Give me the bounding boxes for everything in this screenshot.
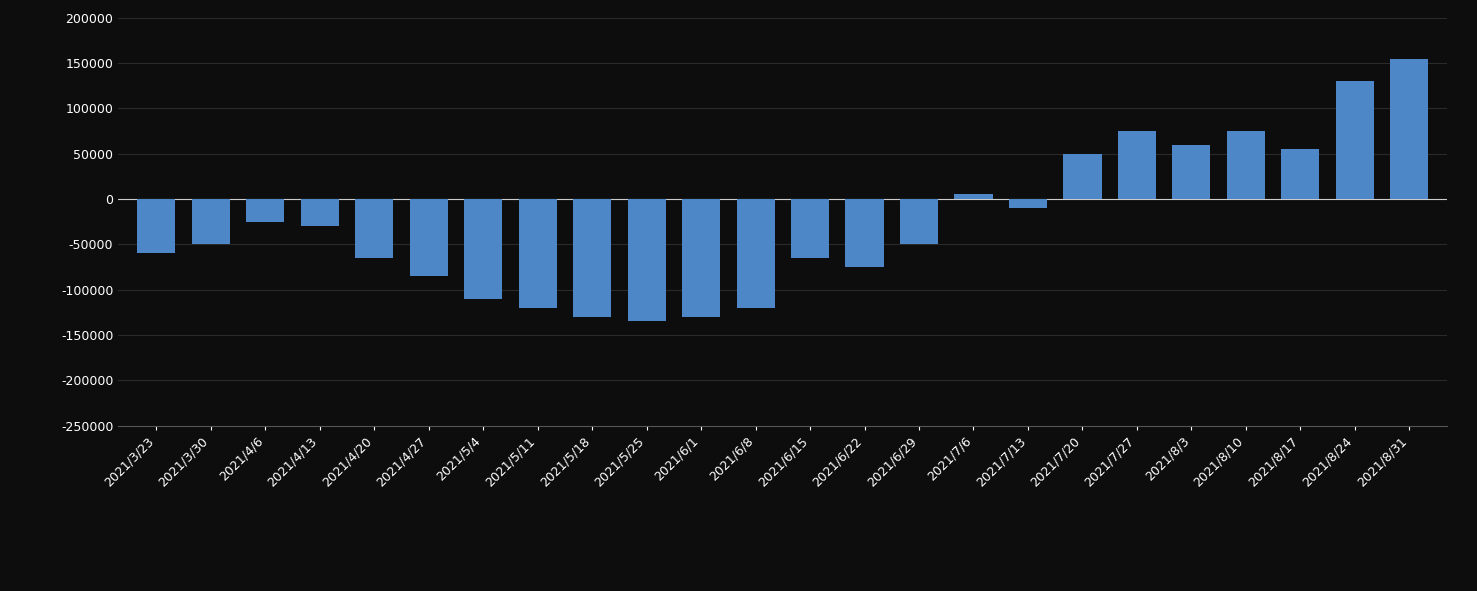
Bar: [1390, 59, 1428, 199]
Bar: [301, 199, 338, 226]
Bar: [899, 199, 938, 244]
Bar: [409, 199, 448, 276]
Bar: [137, 199, 176, 254]
Bar: [1335, 81, 1374, 199]
Bar: [518, 199, 557, 308]
Bar: [1118, 131, 1156, 199]
Bar: [628, 199, 666, 322]
Bar: [354, 199, 393, 258]
Bar: [792, 199, 829, 258]
Bar: [1009, 199, 1047, 208]
Bar: [954, 194, 993, 199]
Bar: [573, 199, 611, 317]
Bar: [682, 199, 721, 317]
Bar: [1173, 145, 1211, 199]
Bar: [1063, 154, 1102, 199]
Bar: [845, 199, 883, 267]
Bar: [1227, 131, 1264, 199]
Bar: [737, 199, 774, 308]
Bar: [464, 199, 502, 298]
Bar: [192, 199, 230, 244]
Bar: [1281, 149, 1319, 199]
Bar: [247, 199, 284, 222]
